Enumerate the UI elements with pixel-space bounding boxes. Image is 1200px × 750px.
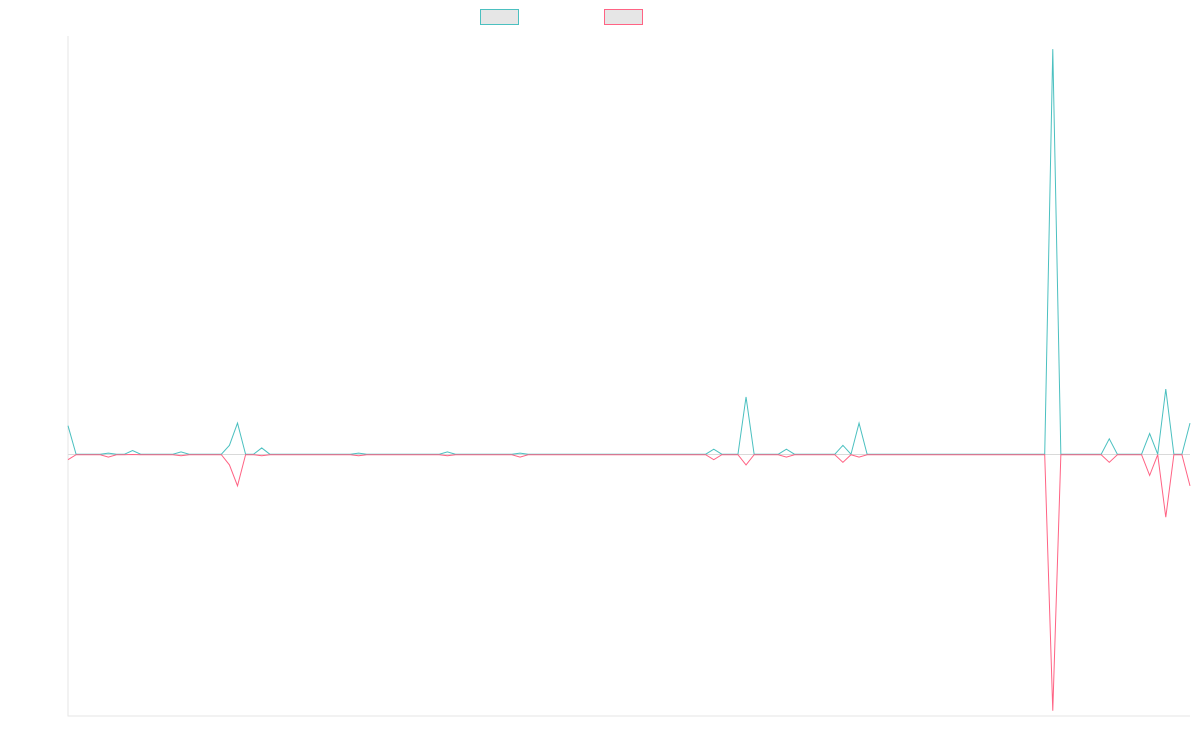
legend-swatch-series-2[interactable] xyxy=(604,9,643,25)
legend-swatch-series-1[interactable] xyxy=(480,9,519,25)
axis-lines xyxy=(67,36,1190,717)
series-line-1 xyxy=(67,49,1191,456)
series-line-2 xyxy=(67,453,1191,711)
